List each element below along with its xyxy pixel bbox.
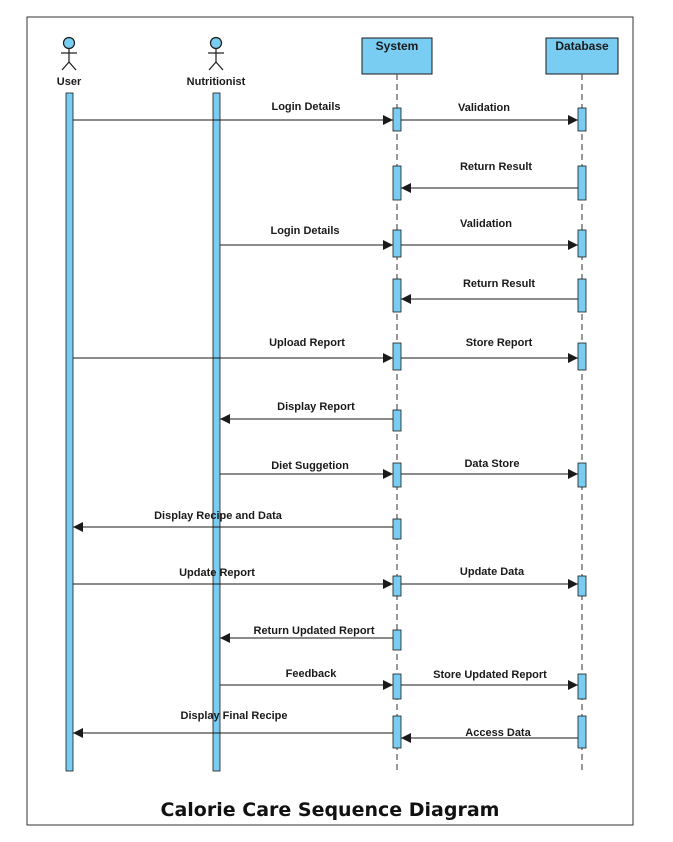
database-activation-bar: [577, 278, 587, 313]
system-activation-bar: [392, 715, 402, 749]
system-activation-bar: [392, 575, 402, 597]
system-activation-bar: [392, 518, 402, 540]
database-activation-bar: [577, 462, 587, 488]
nutritionist-stick-figure-icon: [208, 36, 224, 71]
message-label: Access Data: [465, 727, 531, 739]
nutritionist-lifeline-bar: [212, 92, 221, 772]
message-label: Return Result: [460, 161, 532, 173]
actor-nutritionist: Nutritionist: [187, 36, 246, 772]
message-label: Update Report: [179, 567, 255, 579]
system-activation-bar: [392, 165, 402, 201]
message-label: Validation: [460, 218, 512, 230]
object-database-name: Database: [555, 39, 609, 53]
message-label: Data Store: [464, 458, 519, 470]
message-label: Store Updated Report: [433, 669, 547, 681]
system-activation-bar: [392, 278, 402, 313]
system-activation-bar: [392, 462, 402, 488]
database-activations: [577, 107, 587, 749]
message-label: Store Report: [466, 337, 533, 349]
object-system: System: [361, 37, 433, 771]
database-activation-bar: [577, 342, 587, 371]
database-activation-bar: [577, 165, 587, 201]
system-activation-bar: [392, 673, 402, 700]
database-header-box: [545, 37, 619, 75]
message-label: Upload Report: [269, 337, 345, 349]
object-database: Database: [545, 37, 619, 771]
system-activation-bar: [392, 342, 402, 371]
message-label: Display Final Recipe: [181, 710, 288, 722]
actor-user-name: User: [57, 76, 82, 88]
message-label: Feedback: [286, 668, 338, 680]
database-activation-bar: [577, 229, 587, 258]
system-header-box: [361, 37, 433, 75]
object-system-name: System: [376, 39, 419, 53]
diagram-title: Calorie Care Sequence Diagram: [161, 799, 500, 821]
message-label: Display Report: [277, 401, 355, 413]
system-activation-bar: [392, 409, 402, 432]
actor-user: User: [57, 36, 82, 772]
message-labels: Login Details Validation Return Result L…: [154, 101, 547, 739]
system-activation-bar: [392, 229, 402, 258]
actor-nutritionist-name: Nutritionist: [187, 76, 246, 88]
database-activation-bar: [577, 673, 587, 700]
diagram-frame: [26, 16, 634, 826]
message-label: Return Updated Report: [254, 625, 375, 637]
message-label: Display Recipe and Data: [154, 510, 283, 522]
message-label: Login Details: [271, 101, 340, 113]
database-activation-bar: [577, 575, 587, 597]
user-lifeline-bar: [65, 92, 74, 772]
message-label: Return Result: [463, 278, 535, 290]
database-activation-bar: [577, 715, 587, 749]
database-activation-bar: [577, 107, 587, 132]
messages: [73, 115, 578, 743]
message-label: Login Details: [270, 225, 339, 237]
message-label: Diet Suggetion: [271, 460, 349, 472]
user-stick-figure-icon: [61, 36, 77, 71]
system-activation-bar: [392, 107, 402, 132]
message-label: Validation: [458, 102, 510, 114]
system-activation-bar: [392, 629, 402, 651]
message-label: Update Data: [460, 566, 525, 578]
